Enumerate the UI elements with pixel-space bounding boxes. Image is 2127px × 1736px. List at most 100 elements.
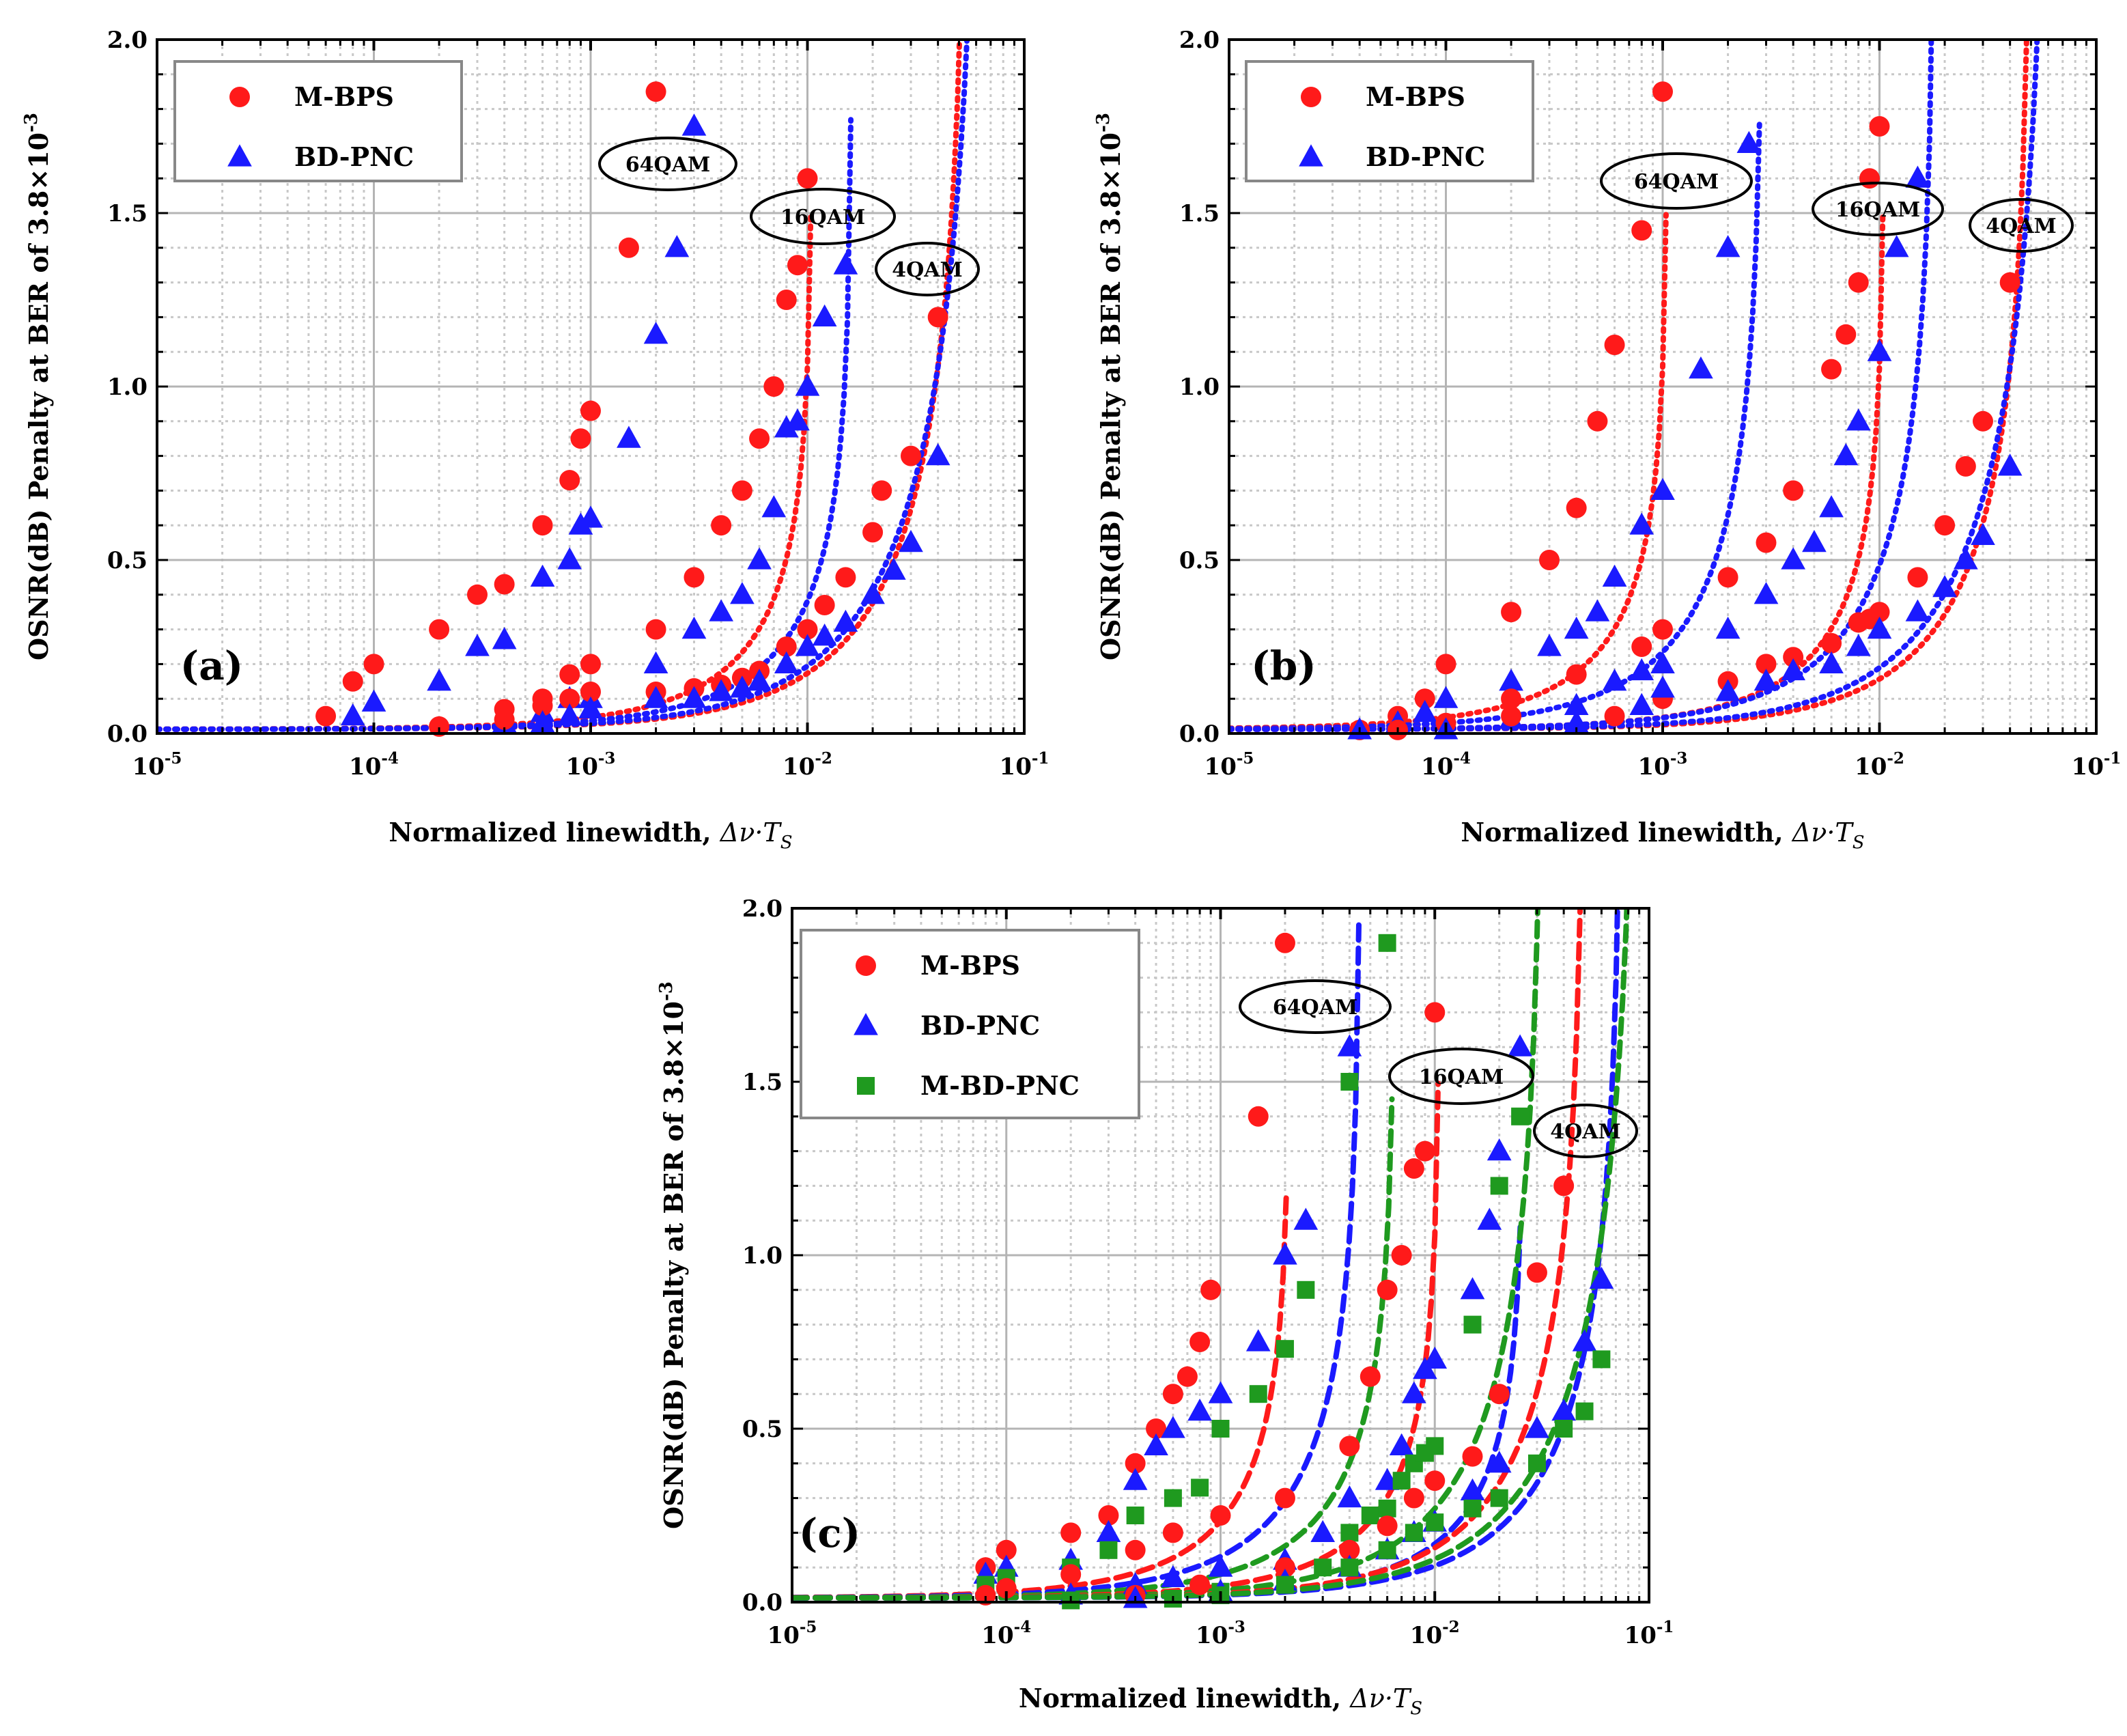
data-point: [557, 703, 582, 726]
data-point: [1846, 408, 1871, 431]
data-point: [617, 425, 641, 448]
annotation-ellipse: [1812, 182, 1944, 236]
data-point: [1211, 1420, 1230, 1438]
panel-b: 10-5 10-4 10-3 10-2 10-1 0.0 0.5 1.0 1.5 2.0 OSNR(…: [1093, 27, 2121, 853]
data-point: [1511, 1107, 1530, 1125]
y-axis-title: OSNR(dB) Penalty at BER of 3.8×10-3: [21, 113, 54, 660]
data-point: [1715, 679, 1741, 701]
panel-a-legend: M-BPS BD-PNC: [173, 60, 463, 182]
x-tick-label: 10-5: [1205, 749, 1254, 781]
data-point: [1125, 1453, 1146, 1474]
data-point: [315, 705, 337, 727]
data-point: [530, 564, 555, 587]
data-point: [494, 709, 515, 730]
y-tick-label: 1.5: [107, 200, 147, 227]
data-point: [1340, 1524, 1359, 1542]
data-point: [465, 634, 490, 656]
data-point: [1907, 567, 1928, 588]
data-point: [1650, 651, 1675, 673]
data-point: [1462, 1446, 1483, 1467]
data-point: [925, 443, 950, 466]
panel-a: 10-5 10-4 10-3 10-2 10-1 0.0 0.5 1.0 1.5 2.0 OSNR(…: [21, 27, 1049, 853]
data-point: [1377, 1279, 1398, 1300]
data-point: [1433, 686, 1459, 708]
data-point: [1835, 324, 1857, 345]
x-tick-label: 10-5: [767, 1618, 817, 1649]
data-point: [1460, 1478, 1485, 1501]
data-point: [996, 1539, 1017, 1560]
x-tick-label: 10-4: [349, 749, 399, 781]
panel-a-ticks: [156, 38, 1026, 735]
data-point: [1412, 699, 1437, 723]
data-point: [709, 599, 734, 621]
data-point: [709, 679, 734, 701]
data-point: [776, 290, 797, 310]
x-tick-label: 10-4: [981, 1618, 1031, 1649]
panel-c-label: (c): [799, 1510, 860, 1556]
legend-marker: [1301, 87, 1321, 107]
data-point: [363, 654, 384, 675]
data-point: [1360, 1366, 1381, 1387]
data-point: [557, 547, 582, 570]
data-point: [532, 515, 553, 536]
data-point: [429, 619, 450, 640]
data-point: [559, 470, 580, 491]
data-point: [1435, 654, 1456, 675]
data-point: [1717, 567, 1738, 588]
data-point: [774, 415, 799, 438]
data-point: [1191, 1479, 1209, 1497]
data-point: [681, 686, 707, 708]
y-axis-title: OSNR(dB) Penalty at BER of 3.8×10-3: [656, 981, 689, 1529]
data-point: [795, 634, 820, 656]
data-point: [862, 522, 884, 543]
data-point: [1859, 168, 1880, 189]
data-point: [1652, 619, 1673, 640]
annotation-64qam: 64QAM: [625, 153, 710, 177]
data-point: [1905, 165, 1930, 188]
annotation-4qam: 4QAM: [1550, 1120, 1621, 1144]
data-point: [749, 428, 770, 449]
panel-b-markers: [1347, 81, 2023, 740]
data-point: [1848, 272, 1869, 293]
data-point: [1869, 116, 1890, 137]
annotation-16qam: 16QAM: [1419, 1065, 1504, 1089]
legend-label-m-bd-pnc: M-BD-PNC: [920, 1070, 1080, 1101]
annotation-ellipse: [1388, 1048, 1534, 1105]
data-point: [730, 675, 755, 698]
data-point: [1551, 1398, 1576, 1421]
data-point: [1401, 1381, 1426, 1403]
data-point: [429, 716, 450, 737]
data-point: [1553, 1175, 1575, 1196]
data-point: [1833, 443, 1859, 466]
annotation-64qam: 64QAM: [1634, 170, 1719, 194]
annotation-64qam: 64QAM: [1273, 996, 1357, 1020]
data-point: [1060, 1522, 1082, 1543]
data-point: [731, 480, 752, 501]
data-point: [1783, 480, 1804, 501]
data-point: [1525, 1416, 1549, 1438]
data-point: [1164, 1489, 1182, 1507]
legend-label-m-bps: M-BPS: [920, 950, 1020, 981]
data-point: [1337, 1485, 1362, 1508]
x-tick-label: 10-5: [132, 749, 182, 781]
data-point: [494, 574, 515, 595]
data-point: [795, 374, 820, 396]
data-point: [681, 113, 707, 136]
data-point: [1629, 658, 1654, 681]
data-point: [1340, 1558, 1359, 1577]
y-tick-label: 0.5: [1179, 547, 1220, 574]
data-point: [1783, 647, 1804, 668]
data-point: [1566, 497, 1587, 518]
data-point: [1422, 1346, 1448, 1369]
y-tick-label: 2.0: [1179, 27, 1220, 54]
data-point: [1602, 564, 1627, 587]
annotation-ellipse: [1533, 1104, 1638, 1158]
x-tick-label: 10-1: [1624, 1618, 1674, 1649]
fit-curve-bd-pnc-64qam: [1229, 122, 1762, 731]
y-tick-label: 0.0: [742, 1589, 783, 1616]
data-point: [1208, 1381, 1233, 1403]
data-point: [1689, 356, 1713, 379]
data-point: [1592, 1350, 1611, 1369]
data-point: [814, 595, 835, 616]
y-tick-label: 0.5: [107, 547, 147, 574]
